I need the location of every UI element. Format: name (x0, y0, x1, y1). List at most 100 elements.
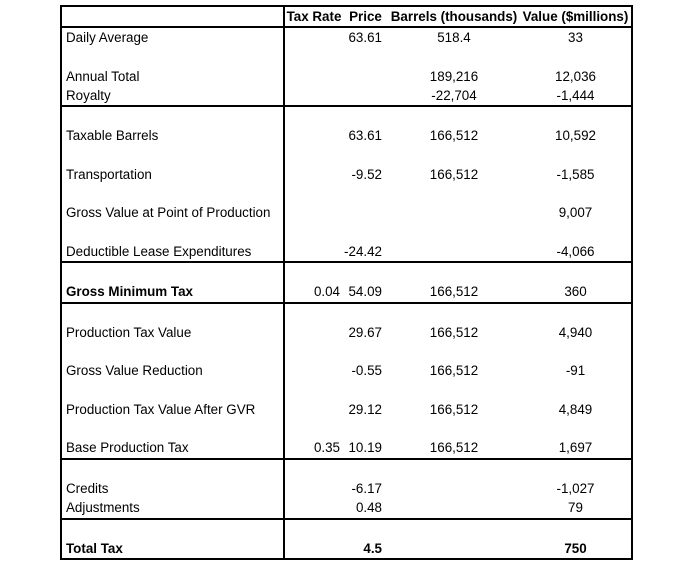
header-empty (62, 7, 285, 27)
row-label-cell: Production Tax Value (62, 323, 285, 343)
row-label-cell: Taxable Barrels (62, 126, 285, 146)
table-row: Gross Minimum Tax 0.04 54.09 166,512 360 (62, 282, 631, 304)
table-row-blank (62, 184, 631, 204)
price-cell (343, 381, 388, 400)
price-cell: 54.09 (348, 284, 382, 300)
value-cell: 4,940 (558, 324, 593, 340)
value-cell (520, 381, 631, 400)
price-cell (343, 204, 388, 223)
table-row: Taxable Barrels 63.61 166,512 10,592 (62, 126, 631, 146)
table-row: Production Tax Value After GVR 29.12 166,5… (62, 400, 631, 420)
barrels-cell (388, 479, 520, 498)
price-cell (343, 223, 388, 242)
price-cell: 63.61 (348, 128, 382, 144)
table-row-blank (62, 303, 631, 323)
tax-rate-cell (285, 242, 343, 261)
tax-rate-cell (285, 323, 343, 342)
value-cell (520, 342, 631, 361)
value-cell: 1,697 (558, 440, 593, 456)
tax-rate-cell (285, 127, 343, 146)
price-cell: 10.19 (348, 440, 382, 456)
row-label-cell: Royalty (62, 86, 285, 106)
row-label-cell: Total Tax (62, 538, 285, 558)
value-cell (520, 419, 631, 438)
price-cell: 63.61 (348, 30, 382, 46)
barrels-cell (388, 223, 520, 242)
value-cell: -1,585 (556, 166, 595, 182)
price-cell (343, 48, 388, 67)
barrels-cell (388, 539, 520, 558)
value-cell: 360 (564, 284, 587, 300)
barrels-cell: 166,512 (429, 440, 479, 456)
barrels-cell: -22,704 (431, 87, 477, 103)
row-label-cell (62, 303, 285, 323)
table-row-blank (62, 419, 631, 439)
value-cell: -1,027 (556, 480, 595, 496)
row-label-cell (62, 184, 285, 204)
tax-rate-cell (285, 67, 343, 86)
price-cell (343, 184, 388, 203)
tax-rate-cell (285, 419, 343, 438)
tax-rate-cell: 0.35 (313, 440, 340, 456)
row-label-cell (62, 380, 285, 400)
value-cell (520, 460, 631, 479)
row-label-cell (62, 342, 285, 362)
row-label-cell: Daily Average (62, 28, 285, 48)
table-row: Gross Value Reduction -0.55 166,512 -91 (62, 361, 631, 381)
tax-rate-cell (285, 539, 343, 558)
row-label-cell (62, 419, 285, 439)
row-label-cell: Annual Total (62, 66, 285, 86)
row-label-cell: Credits (62, 479, 285, 499)
row-label-cell (62, 263, 285, 283)
row-label-cell: Deductible Lease Expenditures (62, 242, 285, 262)
table-row: Base Production Tax 0.35 10.19 166,512 1,697 (62, 438, 631, 460)
price-cell (343, 460, 388, 479)
header-value: Value ($millions) (522, 8, 629, 24)
table-header-row: Tax Rate Price Barrels (thousands) Value… (62, 7, 631, 29)
price-cell: -9.52 (351, 166, 382, 182)
barrels-cell (388, 184, 520, 203)
table-row: Adjustments 0.48 79 (62, 498, 631, 520)
table-row: Deductible Lease Expenditures -24.42 -4,06… (62, 242, 631, 264)
table-row-blank (62, 519, 631, 539)
table-row-blank (62, 459, 631, 479)
barrels-cell (388, 304, 520, 323)
table-row: Royalty -22,704 -1,444 (62, 86, 631, 108)
barrels-cell (388, 242, 520, 261)
row-label-cell: Gross Value Reduction (62, 361, 285, 381)
tax-rate-cell: 0.04 (313, 284, 340, 300)
barrels-cell (388, 48, 520, 67)
value-cell (520, 520, 631, 539)
tax-table: Tax Rate Price Barrels (thousands) Value… (60, 5, 633, 560)
value-cell: 12,036 (555, 68, 596, 84)
tax-rate-cell (285, 520, 343, 539)
table-row: Annual Total 189,216 12,036 (62, 66, 631, 86)
barrels-cell (388, 520, 520, 539)
tax-rate-cell (285, 48, 343, 67)
price-cell (343, 107, 388, 126)
barrels-cell: 166,512 (429, 363, 479, 379)
price-cell: 0.48 (355, 500, 382, 516)
price-cell (343, 419, 388, 438)
price-cell: 29.67 (348, 324, 382, 340)
barrels-cell: 166,512 (429, 401, 479, 417)
row-label-cell (62, 145, 285, 165)
row-label-cell (62, 519, 285, 539)
price-cell: 4.5 (363, 540, 382, 556)
tax-rate-cell (285, 223, 343, 242)
barrels-cell: 166,512 (429, 166, 479, 182)
tax-rate-cell (285, 460, 343, 479)
value-cell (520, 146, 631, 165)
barrels-cell (388, 498, 520, 517)
row-label-cell: Adjustments (62, 498, 285, 518)
tax-rate-cell (285, 263, 343, 282)
barrels-cell (388, 263, 520, 282)
price-cell (343, 342, 388, 361)
table-row-blank (62, 342, 631, 362)
table-row: Production Tax Value 29.67 166,512 4,940 (62, 323, 631, 343)
value-cell (520, 184, 631, 203)
tax-rate-cell (285, 107, 343, 126)
table-row-blank (62, 380, 631, 400)
price-cell (343, 520, 388, 539)
value-cell (520, 223, 631, 242)
